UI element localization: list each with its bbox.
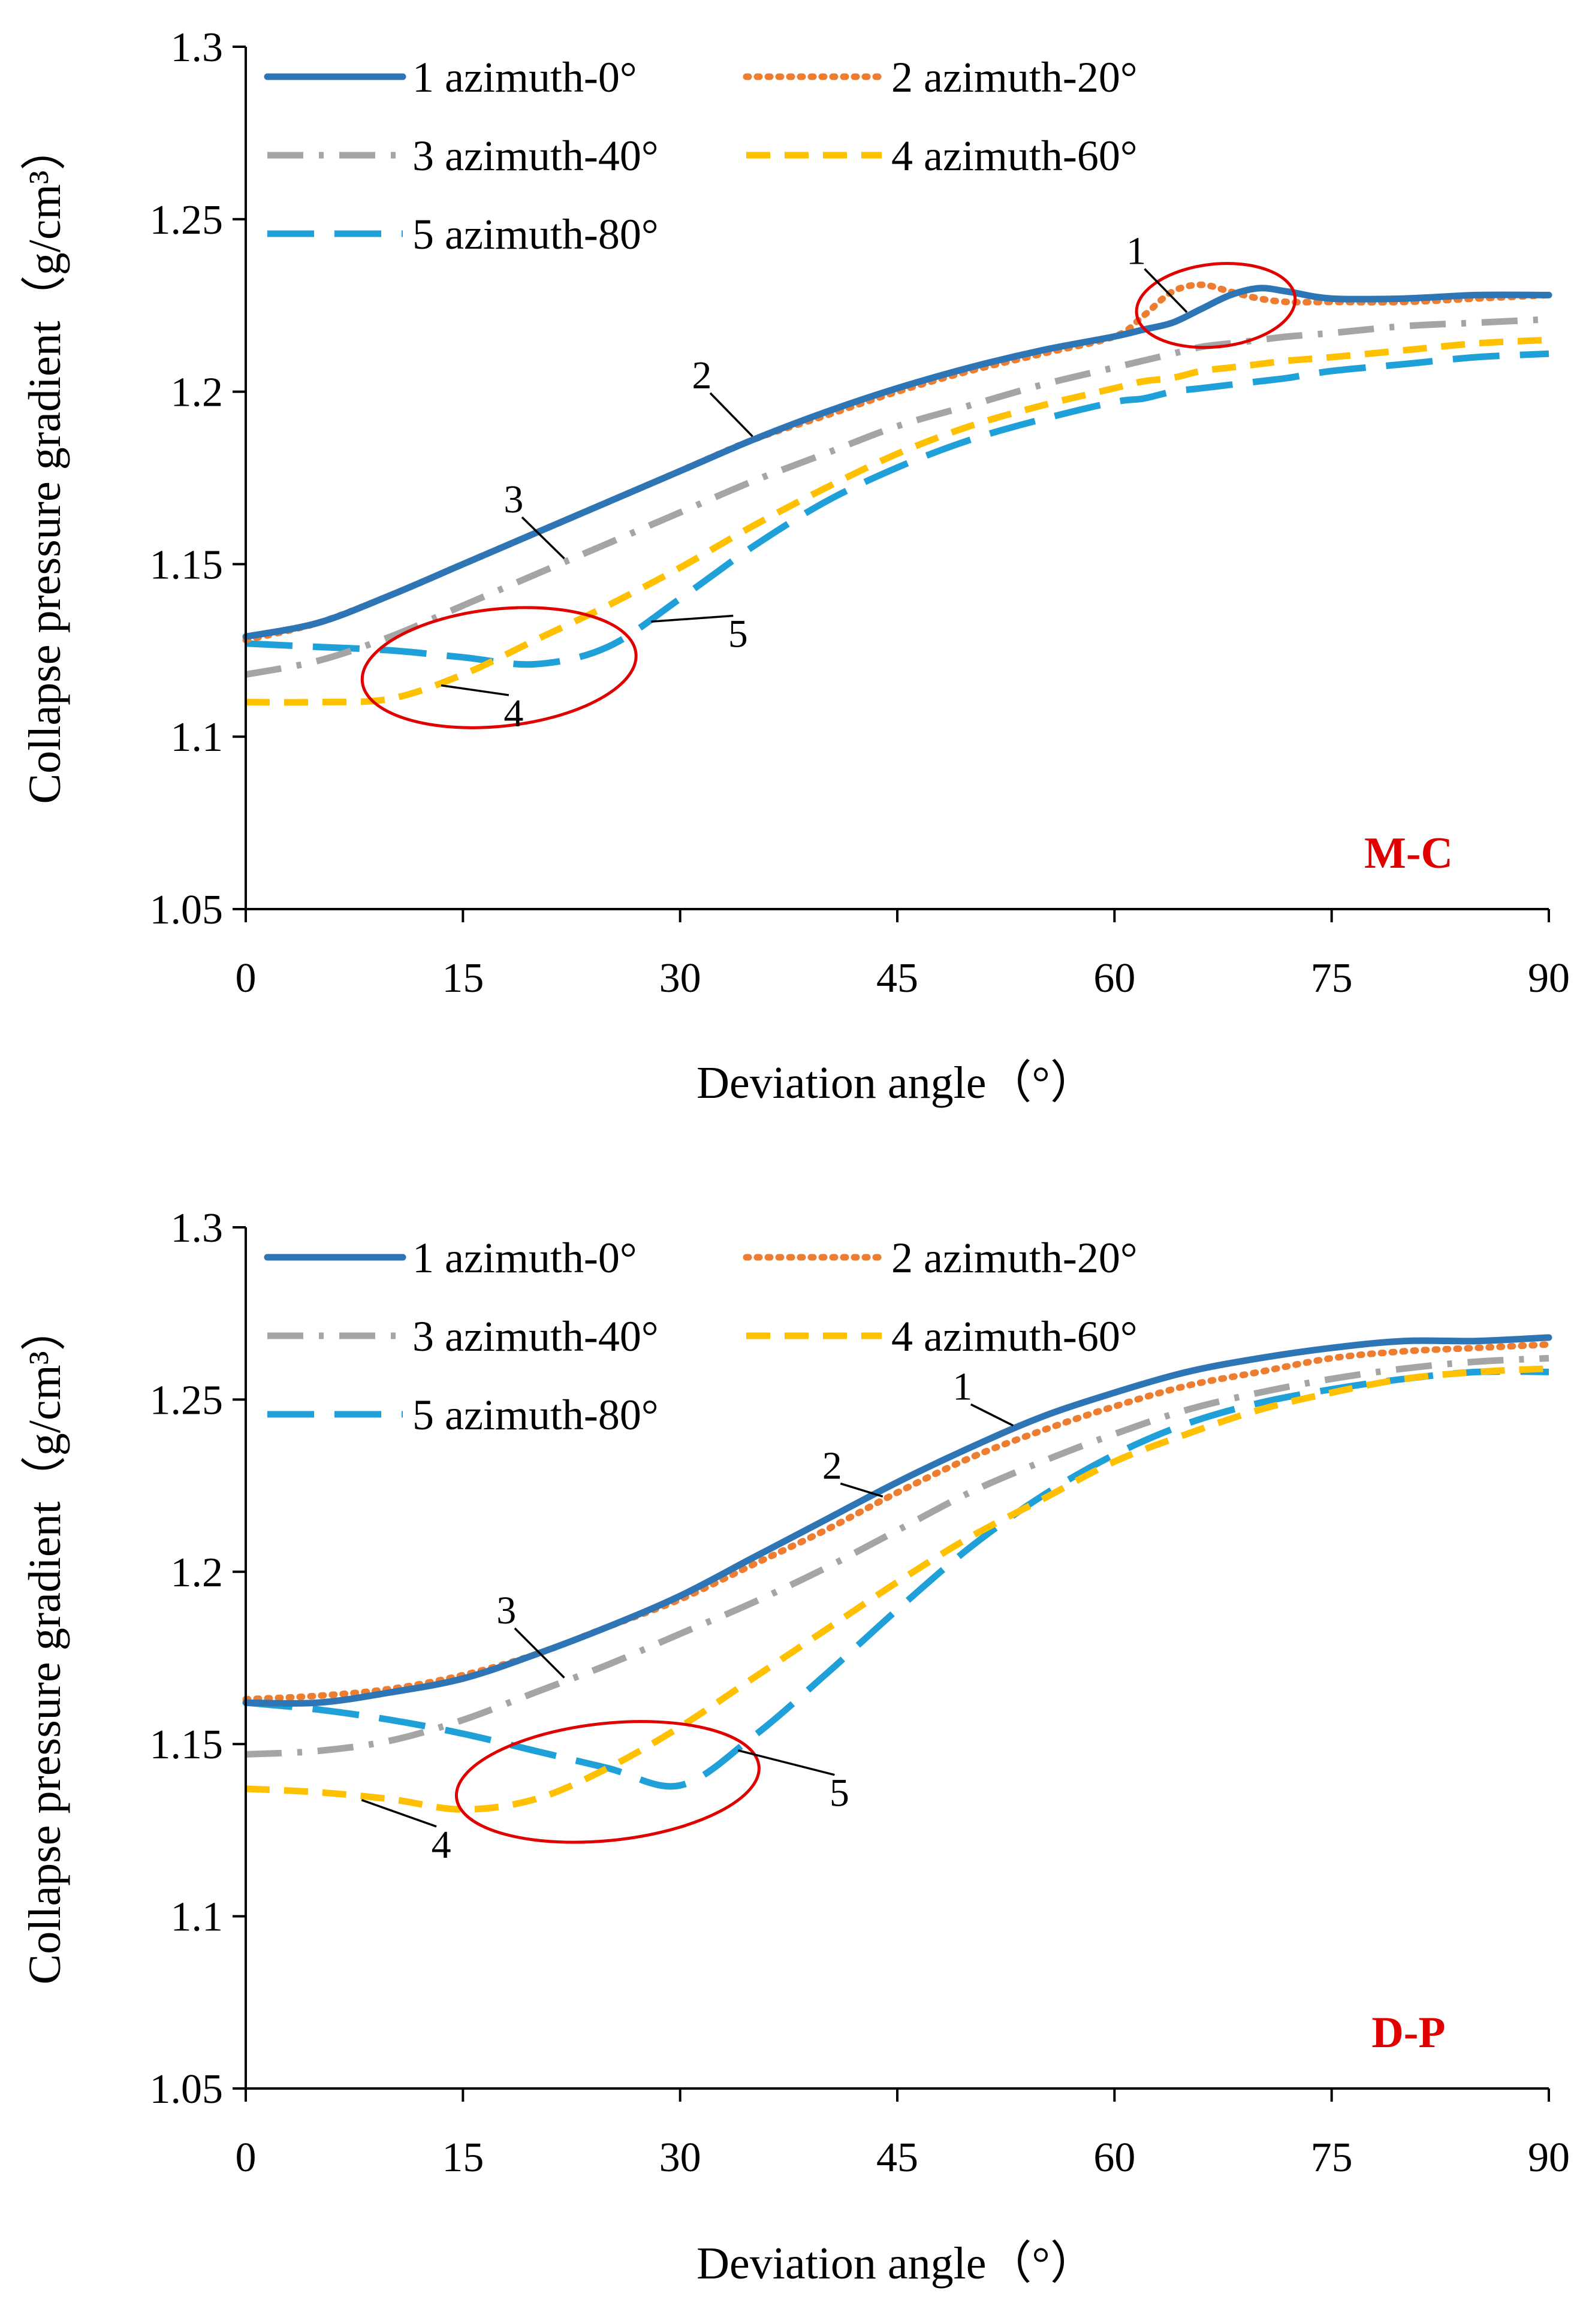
panel-label-mc: M-C (1364, 829, 1453, 878)
x-tick-label: 30 (659, 2135, 701, 2181)
legend-label-4: 4 azimuth-60° (891, 132, 1138, 180)
x-tick-label: 90 (1528, 955, 1570, 1001)
y-tick-label: 1.05 (150, 887, 224, 933)
legend-label-3: 3 azimuth-40° (412, 1312, 659, 1360)
y-tick-label: 1.1 (171, 1894, 224, 1940)
callout-leader (514, 1627, 565, 1679)
y-tick-label: 1.25 (150, 1377, 224, 1423)
callout-label: 5 (830, 1771, 849, 1815)
callout-leader (840, 1482, 884, 1498)
series-line-2 (242, 1341, 1552, 1703)
highlight-ellipse (1135, 262, 1297, 349)
series-line-5 (245, 1368, 1549, 1790)
x-axis-title-mc: Deviation angle（°） (696, 1058, 1096, 1108)
callout-label: 3 (503, 478, 523, 521)
x-tick-label: 30 (659, 955, 701, 1001)
x-tick-label: 0 (236, 2135, 257, 2181)
tick-labels-dp: 1.051.11.151.21.251.30 15 30 45 60 75 90 (150, 1205, 1570, 2181)
callout-label: 1 (1126, 230, 1146, 273)
callout-label: 1 (952, 1365, 972, 1408)
legend-label-2: 2 azimuth-20° (891, 53, 1138, 101)
tick-labels-mc: 1.051.11.151.21.251.30 15 30 45 60 75 90 (150, 25, 1570, 1001)
callout-leader (737, 1749, 835, 1776)
x-tick-label: 0 (236, 955, 257, 1001)
y-axis-title-mc: Collapse pressure gradient（g/cm³） (20, 125, 70, 804)
y-tick-label: 1.15 (150, 1722, 224, 1768)
series-line-2 (242, 281, 1552, 644)
x-tick-label: 15 (442, 955, 484, 1001)
series-line-5 (245, 350, 1549, 668)
y-tick-label: 1.3 (171, 1205, 224, 1251)
callout-leader (970, 1403, 1014, 1427)
y-axis-title-dp: Collapse pressure gradient（g/cm³） (20, 1306, 70, 1985)
x-tick-label: 60 (1093, 955, 1135, 1001)
y-tick-label: 1.2 (171, 370, 224, 416)
legend-dp: 1 azimuth-0° 2 azimuth-20° 3 azimuth-40° 4 … (264, 1234, 1138, 1439)
x-axis-title-dp: Deviation angle（°） (696, 2238, 1096, 2289)
x-tick-label: 60 (1093, 2135, 1135, 2181)
callout-label: 4 (432, 1823, 451, 1867)
x-tick-label: 45 (876, 2135, 918, 2181)
series-line-3 (245, 1354, 1549, 1758)
callout-label: 5 (728, 612, 748, 656)
callout-leader (709, 392, 753, 437)
callout-label: 4 (503, 692, 523, 735)
axes-mc (233, 46, 1550, 922)
callout-leader (521, 516, 565, 560)
panel-dp: 1.051.11.151.21.251.30 15 30 45 60 75 90 Devia… (20, 1205, 1570, 2289)
legend-label-1: 1 azimuth-0° (412, 53, 637, 101)
callout-label: 2 (692, 354, 711, 397)
y-tick-label: 1.15 (150, 542, 224, 588)
series-line-3 (245, 316, 1549, 678)
callout-leader (651, 614, 734, 623)
annotations-mc: 1 2 3 4 5 (441, 230, 1188, 735)
callout-leader (361, 1798, 437, 1828)
legend-label-4: 4 azimuth-60° (891, 1312, 1138, 1360)
plot-area-mc (242, 262, 1552, 729)
legend-label-5: 5 azimuth-80° (412, 210, 659, 258)
callout-leader (1144, 268, 1188, 313)
legend-label-2: 2 azimuth-20° (891, 1234, 1138, 1282)
y-tick-label: 1.1 (171, 714, 224, 760)
panel-mc: 1.051.11.151.21.251.30 15 30 45 60 75 90 Devia… (20, 25, 1570, 1108)
legend-label-3: 3 azimuth-40° (412, 132, 659, 180)
series-line-1 (242, 1334, 1552, 1707)
x-tick-label: 75 (1311, 955, 1353, 1001)
legend-mc: 1 azimuth-0° 2 azimuth-20° 3 azimuth-40° 4 … (264, 53, 1138, 258)
callout-leader (441, 684, 509, 696)
highlight-ellipse (454, 1720, 761, 1844)
annotations-dp: 1 2 3 4 5 (361, 1365, 1014, 1867)
y-tick-label: 1.3 (171, 25, 224, 71)
axes-dp (233, 1226, 1550, 2102)
callout-label: 2 (822, 1444, 842, 1488)
x-tick-label: 45 (876, 955, 918, 1001)
y-tick-label: 1.05 (150, 2066, 224, 2112)
plot-area-dp (242, 1334, 1552, 1844)
legend-label-1: 1 azimuth-0° (412, 1234, 637, 1282)
legend-label-5: 5 azimuth-80° (412, 1391, 659, 1439)
x-tick-label: 90 (1528, 2135, 1570, 2181)
panel-label-dp: D-P (1371, 2008, 1445, 2057)
series-line-1 (242, 285, 1552, 640)
highlight-ellipse (360, 606, 638, 729)
series-line-4 (245, 336, 1549, 706)
series-line-4 (245, 1365, 1549, 1813)
y-tick-label: 1.2 (171, 1550, 224, 1596)
x-tick-label: 15 (442, 2135, 484, 2181)
x-tick-label: 75 (1311, 2135, 1353, 2181)
y-tick-label: 1.25 (150, 197, 224, 243)
callout-label: 3 (496, 1589, 516, 1632)
